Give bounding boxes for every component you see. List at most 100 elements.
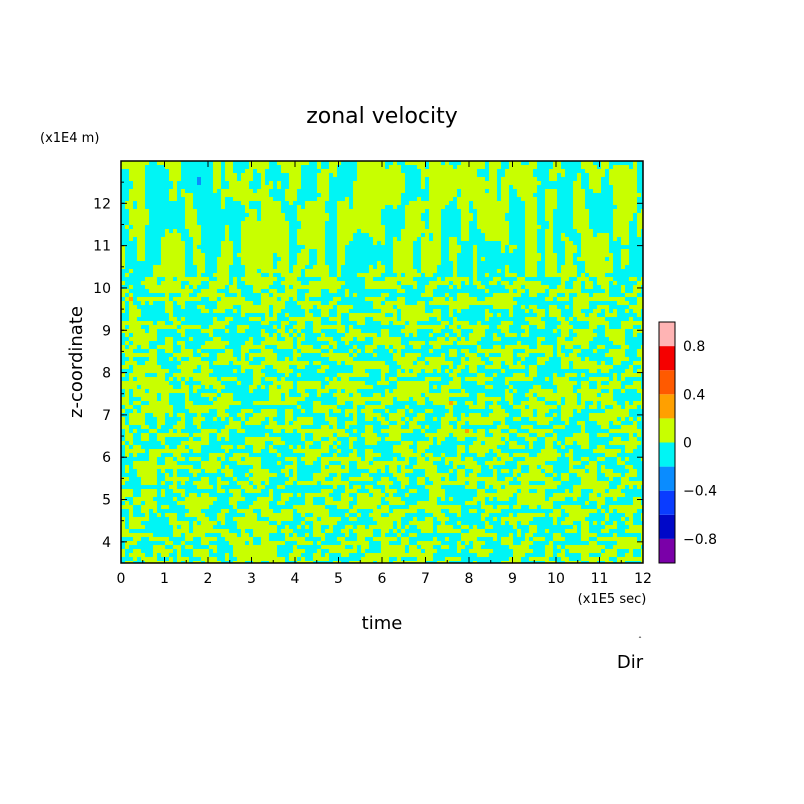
heatmap-cell [537,197,541,201]
heatmap-cell [441,177,445,181]
heatmap-cell [325,253,329,257]
heatmap-cell [165,197,169,201]
heatmap-cell [393,165,397,169]
heatmap-cell [629,249,633,253]
heatmap-cell [269,269,273,273]
heatmap-cell [121,213,125,217]
heatmap-cell [273,209,277,213]
heatmap-cell [241,289,245,293]
heatmap-cell [481,233,485,237]
heatmap-cell [621,193,625,197]
heatmap-cell [245,169,249,173]
heatmap-cell [133,209,137,213]
heatmap-cell [469,237,473,241]
heatmap-cell [509,257,513,261]
heatmap-cell [565,229,569,233]
heatmap-cell [525,205,529,209]
heatmap-cell [493,241,497,245]
heatmap-cell [517,309,521,313]
heatmap-cell [173,185,177,189]
heatmap-cell [313,209,317,213]
heatmap-cell [449,261,453,265]
heatmap-cell [473,309,477,313]
heatmap-cell [385,245,389,249]
heatmap-cell [125,221,129,225]
heatmap-cell [229,297,233,301]
heatmap-cell [461,169,465,173]
heatmap-cell [417,217,421,221]
heatmap-cell [177,237,181,241]
heatmap-cell [541,233,545,237]
heatmap-cell [353,305,357,309]
heatmap-cell [341,293,345,297]
heatmap-cell [281,273,285,277]
heatmap-cell [309,261,313,265]
heatmap-cell [617,309,621,313]
heatmap-cell [297,201,301,205]
heatmap-cell [425,249,429,253]
heatmap-cell [197,261,201,265]
heatmap-cell [381,209,385,213]
heatmap-cell [473,257,477,261]
heatmap-cell [505,213,509,217]
heatmap-cell [585,201,589,205]
heatmap-cell [369,265,373,269]
heatmap-cell [181,253,185,257]
heatmap-cell [325,293,329,297]
heatmap-cell [617,217,621,221]
heatmap-cell [509,177,513,181]
heatmap-cell [145,217,149,221]
heatmap-cell [585,197,589,201]
heatmap-cell [221,189,225,193]
heatmap-cell [413,197,417,201]
heatmap-cell [481,221,485,225]
heatmap-cell [517,209,521,213]
heatmap-cell [153,197,157,201]
heatmap-cell [489,289,493,293]
heatmap-cell [277,241,281,245]
heatmap-cell [525,257,529,261]
heatmap-cell [461,305,465,309]
heatmap-cell [629,309,633,313]
heatmap-cell [457,265,461,269]
heatmap-cell [605,253,609,257]
heatmap-cell [129,261,133,265]
heatmap-cell [401,161,405,165]
heatmap-cell [569,205,573,209]
heatmap-cell [477,289,481,293]
heatmap-cell [421,221,425,225]
heatmap-cell [497,253,501,257]
heatmap-cell [377,189,381,193]
heatmap-cell [257,229,261,233]
heatmap-cell [141,185,145,189]
heatmap-cell [253,237,257,241]
heatmap-cell [125,197,129,201]
heatmap-cell [449,165,453,169]
heatmap-cell [461,165,465,169]
heatmap-cell [637,189,641,193]
heatmap-cell [605,285,609,289]
heatmap-cell [329,197,333,201]
heatmap-cell [465,189,469,193]
heatmap-cell [253,173,257,177]
heatmap-cell [309,169,313,173]
heatmap-cell [197,245,201,249]
heatmap-cell [245,201,249,205]
heatmap-cell [353,205,357,209]
heatmap-cell [457,249,461,253]
heatmap-cell [241,281,245,285]
heatmap-cell [257,193,261,197]
heatmap-cell [229,253,233,257]
heatmap-cell [429,197,433,201]
heatmap-cell [293,181,297,185]
heatmap-cell [269,257,273,261]
heatmap-cell [361,205,365,209]
heatmap-cell [537,237,541,241]
heatmap-cell [569,217,573,221]
heatmap-cell [625,273,629,277]
heatmap-cell [625,209,629,213]
heatmap-cell [381,233,385,237]
heatmap-cell [541,289,545,293]
heatmap-cell [605,201,609,205]
heatmap-cell [381,177,385,181]
